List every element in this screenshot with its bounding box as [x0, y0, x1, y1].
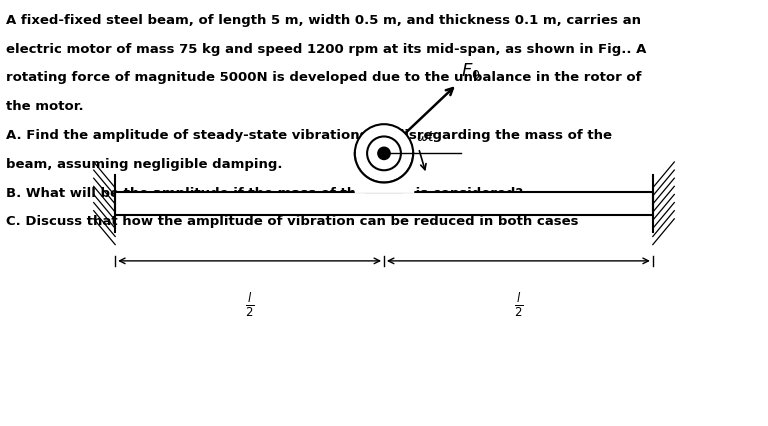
Text: A. Find the amplitude of steady-state vibrations by disregarding the mass of the: A. Find the amplitude of steady-state vi…	[6, 129, 612, 142]
Text: beam, assuming negligible damping.: beam, assuming negligible damping.	[6, 158, 283, 170]
Text: $F_0$: $F_0$	[461, 61, 480, 81]
Text: A fixed-fixed steel beam, of length 5 m, width 0.5 m, and thickness 0.1 m, carri: A fixed-fixed steel beam, of length 5 m,…	[6, 14, 641, 27]
Text: $\frac{l}{2}$: $\frac{l}{2}$	[514, 290, 523, 318]
Text: rotating force of magnitude 5000N is developed due to the unbalance in the rotor: rotating force of magnitude 5000N is dev…	[6, 71, 641, 84]
Text: C. Discuss that how the amplitude of vibration can be reduced in both cases: C. Discuss that how the amplitude of vib…	[6, 215, 578, 228]
Ellipse shape	[367, 137, 401, 171]
Text: the motor.: the motor.	[6, 100, 84, 113]
Text: electric motor of mass 75 kg and speed 1200 rpm at its mid-span, as shown in Fig: electric motor of mass 75 kg and speed 1…	[6, 43, 647, 55]
Text: B. What will be the amplitude if the mass of the beam is considered?: B. What will be the amplitude if the mas…	[6, 186, 523, 199]
Ellipse shape	[355, 125, 413, 183]
Ellipse shape	[378, 148, 390, 160]
Text: $\frac{l}{2}$: $\frac{l}{2}$	[245, 290, 254, 318]
Text: $\omega t$: $\omega t$	[416, 130, 435, 144]
Bar	[115, 192, 653, 215]
